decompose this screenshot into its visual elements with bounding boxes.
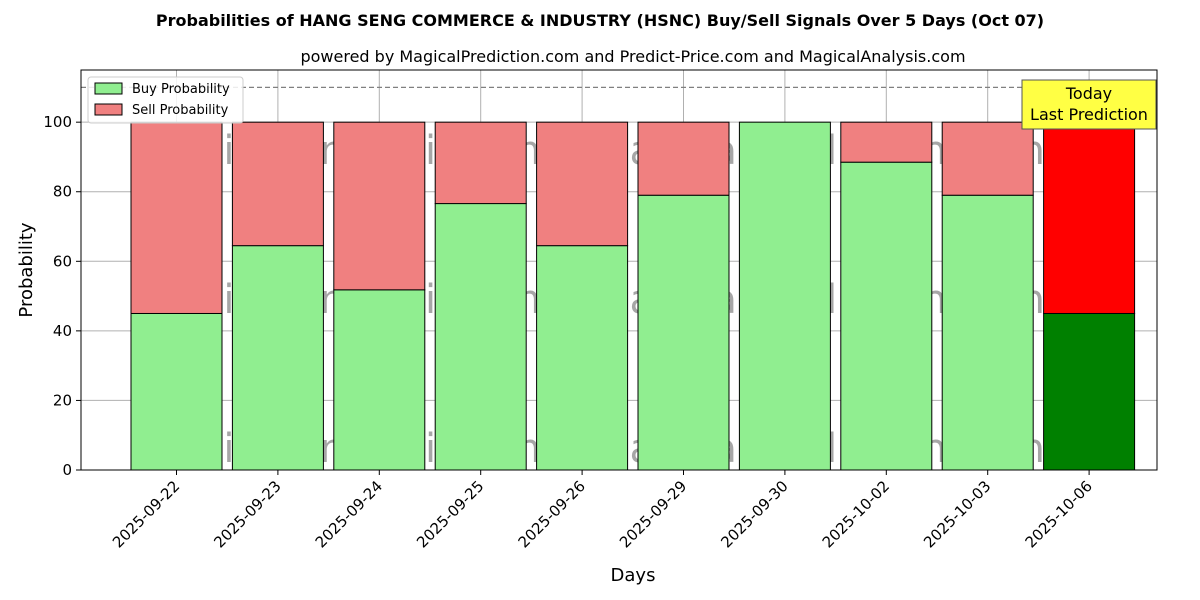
x-tick-label: 2025-09-25 (413, 477, 487, 551)
buy-bar (637, 194, 730, 471)
annotation-text: Today (1065, 84, 1112, 103)
sell-bar (231, 121, 324, 247)
y-tick-label: 80 (53, 183, 72, 201)
sell-bar (637, 121, 730, 196)
legend-box (87, 76, 244, 124)
y-tick-label: 0 (62, 461, 72, 479)
x-tick-label: 2025-09-23 (210, 477, 284, 551)
y-tick-label: 100 (43, 113, 72, 131)
sell-bar (333, 121, 426, 291)
sell-bar (840, 121, 933, 163)
sell-bar (941, 121, 1034, 196)
annotation-text: Last Prediction (1030, 105, 1148, 124)
chart-title: Probabilities of HANG SENG COMMERCE & IN… (156, 11, 1044, 30)
y-tick-label: 60 (53, 252, 72, 270)
y-axis-label: Probability (16, 222, 37, 317)
buy-bar (333, 289, 426, 471)
y-tick-label: 20 (53, 391, 72, 409)
x-tick-label: 2025-10-02 (819, 477, 893, 551)
x-tick-label: 2025-09-29 (616, 477, 690, 551)
y-tick-label: 40 (53, 322, 72, 340)
x-axis-label: Days (611, 565, 656, 586)
buy-bar (1043, 312, 1136, 471)
legend-label: Sell Probability (132, 103, 229, 118)
x-tick-label: 2025-09-30 (717, 477, 791, 551)
sell-bar (130, 121, 223, 314)
buy-bar (434, 203, 527, 471)
sell-bar (1043, 121, 1136, 314)
legend-swatch (94, 82, 123, 95)
bars (130, 121, 1136, 471)
legend: Buy Probability Sell Probability (87, 76, 244, 124)
buy-bar (130, 312, 223, 471)
chart-subtitle: powered by MagicalPrediction.com and Pre… (300, 47, 965, 66)
buy-bar (941, 194, 1034, 471)
buy-bar (738, 121, 831, 471)
x-tick-label: 2025-09-24 (312, 477, 386, 551)
today-annotation: Today Last Prediction (1021, 79, 1157, 130)
buy-bar (840, 161, 933, 471)
x-tick-label: 2025-10-03 (920, 477, 994, 551)
legend-swatch (94, 103, 123, 116)
buy-bar (536, 245, 629, 471)
sell-bar (434, 121, 527, 205)
plot-frame (80, 69, 1158, 471)
buy-bar (231, 245, 324, 471)
legend-label: Buy Probability (132, 82, 230, 97)
sell-bar (536, 121, 629, 247)
x-tick-label: 2025-09-26 (515, 477, 589, 551)
x-axis: 2025-09-22 2025-09-23 2025-09-24 2025-09-25… (109, 470, 1096, 551)
y-axis: 0 20 40 60 80 100 (43, 113, 81, 479)
x-tick-label: 2025-09-22 (109, 477, 183, 551)
annotation-box (1021, 79, 1157, 130)
x-tick-label: 2025-10-06 (1022, 477, 1096, 551)
